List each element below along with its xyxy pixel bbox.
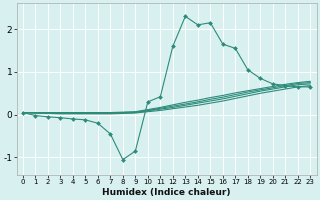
X-axis label: Humidex (Indice chaleur): Humidex (Indice chaleur) — [102, 188, 231, 197]
